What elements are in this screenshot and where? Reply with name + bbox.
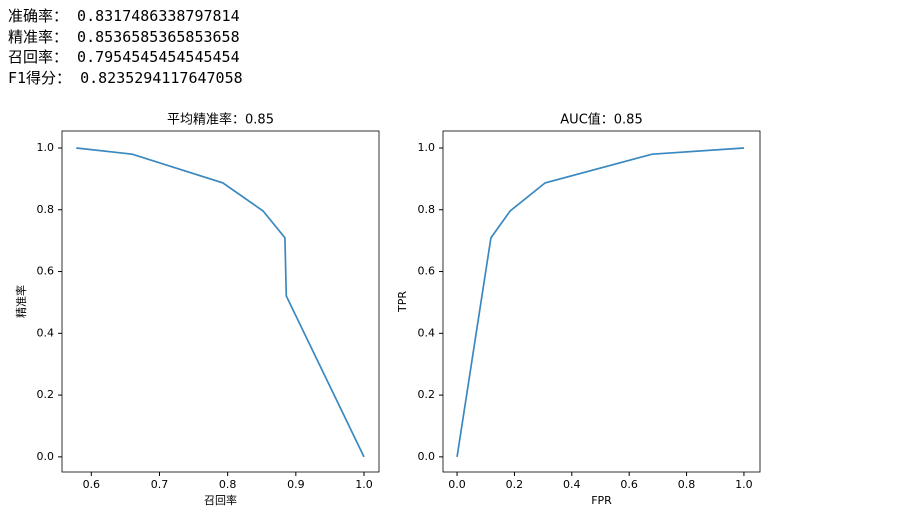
- y-tick-label: 0.4: [418, 326, 436, 339]
- output-label: 准确率：: [8, 7, 69, 25]
- x-tick-label: 0.2: [506, 478, 524, 491]
- x-tick-label: 0.6: [620, 478, 638, 491]
- output-text: 准确率： 0.8317486338797814 精准率： 0.8536585365…: [8, 6, 243, 88]
- line-series: [456, 147, 744, 457]
- plot-frame: [61, 130, 380, 473]
- y-axis-label: TPR: [396, 291, 409, 313]
- x-tick-label: 0.8: [219, 478, 237, 491]
- chart-title: 平均精准率：0.85: [167, 112, 274, 128]
- y-tick-label: 0.6: [418, 265, 436, 278]
- x-tick-label: 0.9: [287, 478, 305, 491]
- x-tick-label: 1.0: [355, 478, 373, 491]
- output-line: F1得分： 0.8235294117647058: [8, 68, 243, 89]
- y-tick-label: 0.2: [37, 388, 55, 401]
- y-axis-label: 精准率: [14, 285, 28, 318]
- output-label: F1得分：: [8, 68, 72, 87]
- x-tick-label: 0.7: [151, 478, 169, 491]
- y-tick-label: 0.0: [418, 450, 436, 463]
- x-tick-label: 0.8: [678, 478, 696, 491]
- x-tick-label: 0.0: [448, 478, 466, 491]
- x-axis-label: 召回率: [204, 493, 237, 507]
- output-value: 0.7954545454545454: [77, 48, 240, 66]
- y-tick-label: 0.4: [37, 326, 55, 339]
- x-axis-label: FPR: [591, 494, 612, 507]
- y-tick-label: 0.6: [37, 265, 55, 278]
- output-label: 召回率：: [8, 48, 69, 66]
- output-value: 0.8536585365853658: [77, 27, 240, 46]
- output-label: 精准率：: [8, 27, 69, 46]
- y-tick-label: 0.0: [37, 450, 55, 463]
- y-tick-label: 0.2: [418, 388, 436, 401]
- y-tick-label: 0.8: [37, 203, 55, 216]
- x-tick-label: 0.6: [83, 478, 101, 491]
- x-tick-label: 0.4: [563, 478, 581, 491]
- output-value: 0.8235294117647058: [80, 68, 243, 87]
- line-series: [76, 147, 365, 458]
- output-value: 0.8317486338797814: [77, 7, 240, 25]
- output-line: 精准率： 0.8536585365853658: [8, 27, 243, 48]
- y-tick-label: 1.0: [418, 141, 436, 154]
- y-tick-label: 0.8: [418, 203, 436, 216]
- plot-frame: [442, 130, 761, 473]
- x-tick-label: 1.0: [735, 478, 753, 491]
- output-line: 召回率： 0.7954545454545454: [8, 47, 243, 68]
- output-line: 准确率： 0.8317486338797814: [8, 6, 243, 27]
- chart-title: AUC值：0.85: [560, 112, 642, 128]
- y-tick-label: 1.0: [37, 141, 55, 154]
